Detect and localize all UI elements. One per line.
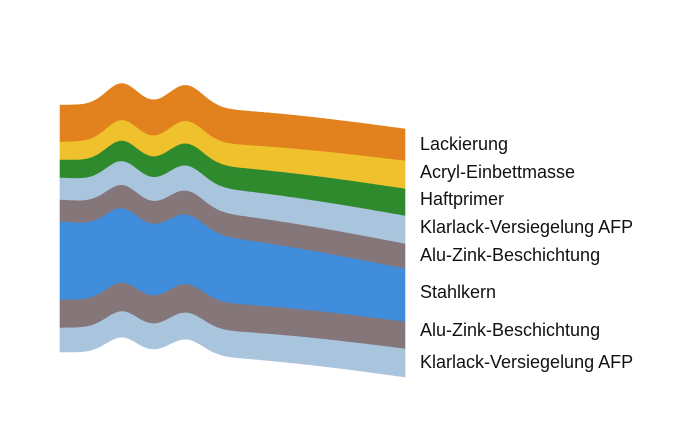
layer-label: Lackierung xyxy=(420,134,508,154)
layer-band xyxy=(59,311,406,378)
layer-label: Klarlack-Versiegelung AFP xyxy=(420,352,633,372)
layer-label: Klarlack-Versiegelung AFP xyxy=(420,217,633,237)
layer-label: Stahlkern xyxy=(420,282,496,302)
layer-label: Acryl-Einbettmasse xyxy=(420,162,575,182)
layer-label: Alu-Zink-Beschichtung xyxy=(420,245,600,265)
layer-label: Haftprimer xyxy=(420,189,504,209)
layer-label: Alu-Zink-Beschichtung xyxy=(420,320,600,340)
